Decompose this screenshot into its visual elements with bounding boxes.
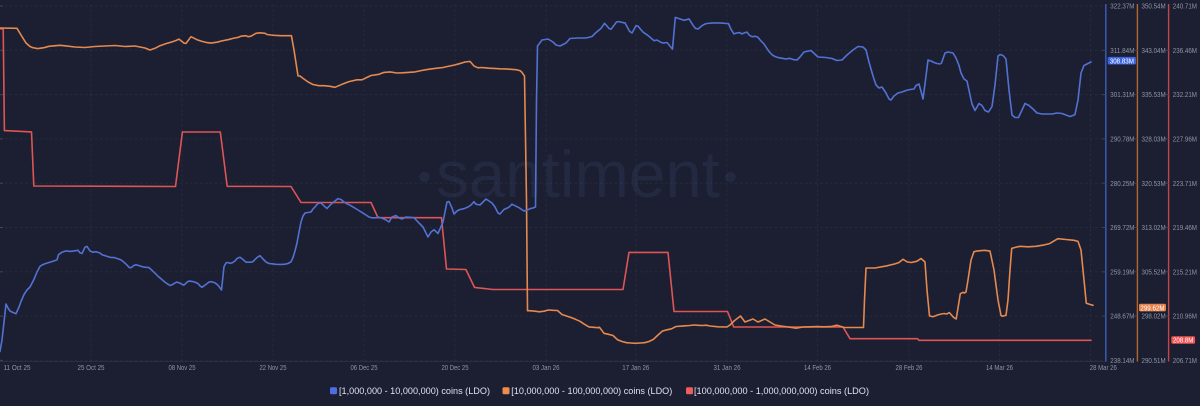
- svg-text:305.52M: 305.52M: [1142, 267, 1166, 276]
- svg-text:219.46M: 219.46M: [1173, 223, 1197, 232]
- svg-text:22 Nov 25: 22 Nov 25: [260, 363, 287, 372]
- svg-text:240.71M: 240.71M: [1173, 2, 1197, 11]
- svg-text:238.14M: 238.14M: [1110, 356, 1134, 365]
- svg-text:208.8M: 208.8M: [1173, 336, 1194, 345]
- svg-text:313.02M: 313.02M: [1142, 223, 1166, 232]
- svg-text:223.71M: 223.71M: [1173, 179, 1197, 188]
- svg-text:343.04M: 343.04M: [1142, 46, 1166, 55]
- svg-text:[1,000,000 - 10,000,000) coins: [1,000,000 - 10,000,000) coins (LDO): [339, 386, 490, 397]
- svg-text:06 Dec 25: 06 Dec 25: [351, 363, 378, 372]
- svg-text:227.96M: 227.96M: [1173, 135, 1197, 144]
- svg-text:350.54M: 350.54M: [1142, 2, 1166, 11]
- svg-text:20 Dec 25: 20 Dec 25: [442, 363, 469, 372]
- svg-text:14 Feb 26: 14 Feb 26: [804, 363, 831, 372]
- svg-text:28 Mar 26: 28 Mar 26: [1090, 363, 1117, 372]
- svg-text:248.67M: 248.67M: [1110, 312, 1134, 321]
- svg-text:299.62M: 299.62M: [1140, 303, 1164, 312]
- svg-text:308.83M: 308.83M: [1110, 56, 1134, 65]
- svg-text:210.96M: 210.96M: [1173, 312, 1197, 321]
- svg-text:[10,000,000 - 100,000,000) coi: [10,000,000 - 100,000,000) coins (LDO): [511, 386, 672, 397]
- svg-text:236.46M: 236.46M: [1173, 46, 1197, 55]
- svg-text:298.02M: 298.02M: [1142, 312, 1166, 321]
- svg-text:269.72M: 269.72M: [1110, 223, 1134, 232]
- svg-text:17 Jan 26: 17 Jan 26: [622, 363, 649, 372]
- svg-text:25 Oct 25: 25 Oct 25: [78, 363, 105, 372]
- svg-text:31 Jan 26: 31 Jan 26: [714, 363, 741, 372]
- svg-text:290.78M: 290.78M: [1110, 135, 1134, 144]
- svg-text:311.84M: 311.84M: [1110, 46, 1134, 55]
- svg-text:259.19M: 259.19M: [1110, 267, 1134, 276]
- svg-text:08 Nov 25: 08 Nov 25: [169, 363, 196, 372]
- svg-text:santiment: santiment: [436, 137, 720, 211]
- svg-text:206.71M: 206.71M: [1173, 356, 1197, 365]
- svg-text:28 Feb 26: 28 Feb 26: [896, 363, 923, 372]
- svg-text:328.03M: 328.03M: [1142, 135, 1166, 144]
- svg-text:215.21M: 215.21M: [1173, 267, 1197, 276]
- svg-text:320.53M: 320.53M: [1142, 179, 1166, 188]
- svg-text:[100,000,000 - 1,000,000,000): [100,000,000 - 1,000,000,000) coins (LDO…: [694, 386, 869, 397]
- svg-text:280.25M: 280.25M: [1110, 179, 1134, 188]
- svg-text:301.31M: 301.31M: [1110, 90, 1134, 99]
- svg-text:232.21M: 232.21M: [1173, 90, 1197, 99]
- svg-text:335.53M: 335.53M: [1142, 90, 1166, 99]
- svg-text:14 Mar 26: 14 Mar 26: [986, 363, 1013, 372]
- svg-text:322.37M: 322.37M: [1110, 2, 1134, 11]
- svg-text:03 Jan 26: 03 Jan 26: [533, 363, 560, 372]
- svg-text:290.51M: 290.51M: [1142, 356, 1166, 365]
- svg-text:11 Oct 25: 11 Oct 25: [4, 363, 31, 372]
